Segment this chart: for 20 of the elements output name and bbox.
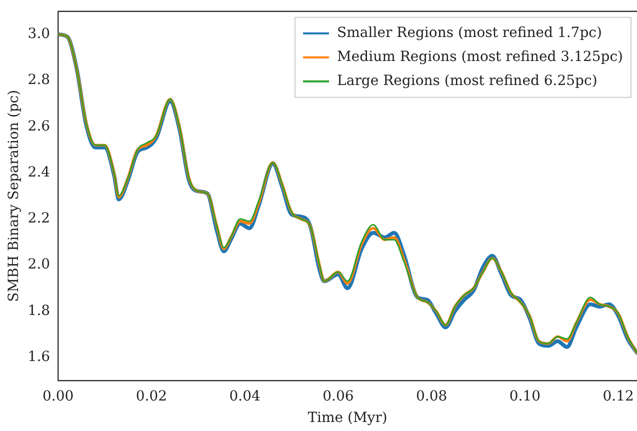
x-tick-label: 0.02 (136, 388, 168, 404)
y-tick-label: 2.8 (28, 72, 50, 88)
x-tick-label: 0.12 (602, 388, 634, 404)
y-tick-label: 1.6 (28, 348, 50, 365)
y-tick-label: 1.8 (28, 302, 50, 319)
x-tick-label: 0.04 (229, 388, 260, 404)
x-tick-label: 0.10 (509, 388, 541, 404)
y-tick-label: 2.4 (28, 164, 50, 180)
x-tick-label: 0.08 (416, 388, 448, 404)
y-tick-label: 2.0 (28, 256, 50, 273)
x-axis-title: Time (Myr) (308, 410, 388, 426)
y-axis-title: SMBH Binary Separation (pc) (6, 90, 22, 302)
legend-label: Smaller Regions (most refined 1.7pc) (337, 25, 602, 42)
x-tick-label: 0.00 (42, 388, 74, 404)
x-tick-label: 0.06 (322, 388, 354, 404)
legend-label: Large Regions (most refined 6.25pc) (337, 73, 598, 90)
y-tick-label: 2.6 (28, 118, 50, 134)
y-tick-label: 3.0 (28, 26, 50, 42)
y-tick-label: 2.2 (28, 210, 50, 227)
legend-label: Medium Regions (most refined 3.125pc) (337, 49, 624, 66)
